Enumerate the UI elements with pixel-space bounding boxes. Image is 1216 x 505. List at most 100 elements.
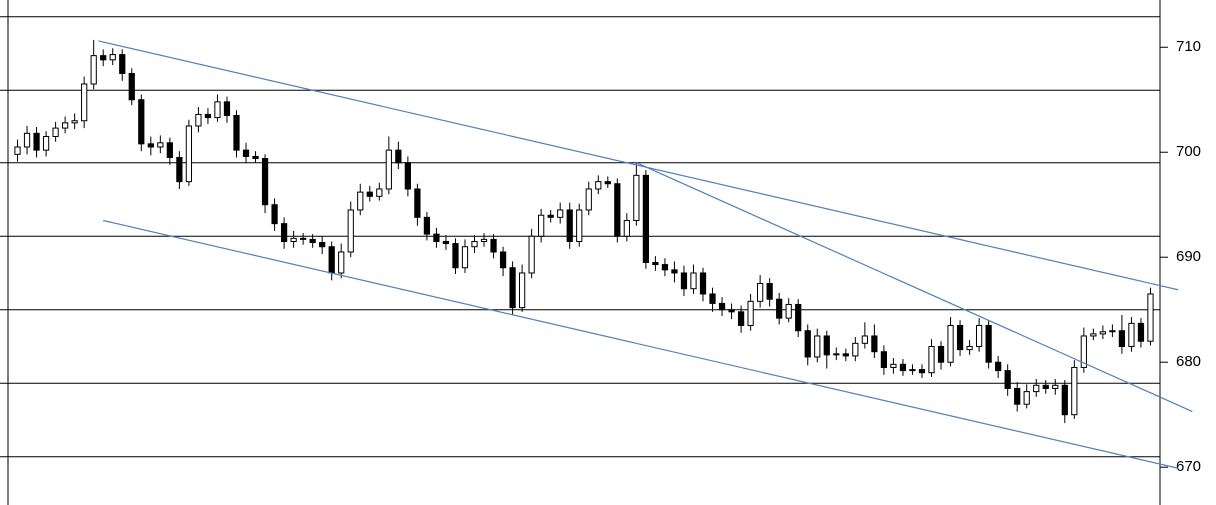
- candle-body: [138, 99, 145, 145]
- candle-body: [461, 246, 469, 269]
- candle-body: [404, 162, 411, 190]
- candle-body: [414, 188, 421, 218]
- candle-body: [185, 125, 193, 183]
- candle-body: [1033, 384, 1040, 393]
- candle-body: [309, 238, 316, 244]
- candle-body: [423, 216, 431, 235]
- candle-body: [1109, 330, 1116, 333]
- candle-body: [81, 83, 88, 122]
- candle-body: [90, 55, 97, 85]
- candle-body: [442, 240, 450, 245]
- candle-body: [671, 269, 678, 274]
- candle-body: [642, 174, 650, 263]
- candle-body: [204, 113, 212, 119]
- candle-body: [737, 311, 745, 326]
- candle-body: [538, 214, 545, 237]
- candle-body: [557, 209, 564, 218]
- candle-body: [661, 264, 669, 271]
- y-tick-label: 680: [1176, 353, 1201, 370]
- candle-body: [166, 142, 173, 158]
- trend-line: [98, 40, 1179, 291]
- candle-body: [833, 353, 840, 356]
- candle-body: [385, 149, 392, 190]
- candle-body: [252, 155, 259, 160]
- candle-body: [699, 272, 707, 295]
- candle-body: [757, 282, 764, 302]
- candle-body: [233, 114, 240, 151]
- candle-body: [909, 369, 916, 372]
- candle-body: [604, 181, 611, 185]
- candle-body: [1023, 391, 1030, 405]
- candle-body: [880, 351, 888, 368]
- candle-body: [947, 324, 954, 363]
- candle-body: [728, 309, 735, 313]
- candle-body: [595, 181, 602, 190]
- candle-body: [795, 303, 802, 332]
- candle-body: [1099, 331, 1106, 335]
- candle-body: [1128, 322, 1135, 347]
- candle-body: [223, 101, 231, 116]
- candle-body: [633, 174, 640, 221]
- candle-body: [271, 204, 278, 225]
- candle-body: [528, 235, 535, 274]
- candle-body: [1090, 333, 1097, 337]
- candle-body: [499, 251, 507, 269]
- candle-body: [776, 298, 783, 319]
- y-tick-label: 710: [1176, 38, 1201, 55]
- candle-body: [576, 209, 583, 242]
- candle-body: [623, 219, 630, 237]
- candle-body: [300, 237, 307, 240]
- candle-body: [147, 143, 154, 148]
- candle-body: [280, 223, 288, 242]
- candle-body: [23, 132, 31, 148]
- candle-body: [975, 324, 983, 347]
- candle-body: [718, 302, 726, 311]
- candle-body: [918, 369, 926, 374]
- candle-body: [157, 142, 164, 148]
- candle-body: [966, 345, 973, 351]
- candle-body: [928, 345, 935, 374]
- candle-body: [785, 303, 792, 319]
- candle-body: [338, 251, 345, 274]
- candle-body: [42, 135, 50, 151]
- candle-body: [1004, 370, 1011, 389]
- candle-body: [319, 242, 326, 248]
- trend-line: [103, 219, 1179, 469]
- candle-body: [347, 209, 354, 253]
- candle-body: [899, 363, 907, 372]
- candle-body: [1061, 384, 1068, 416]
- candle-body: [1137, 322, 1145, 342]
- candle-body: [842, 353, 849, 357]
- candle-body: [480, 238, 488, 242]
- candle-body: [100, 55, 107, 61]
- candle-body: [176, 156, 183, 183]
- candle-body: [52, 127, 59, 137]
- y-tick-label: 670: [1176, 458, 1201, 475]
- candle-body: [1014, 387, 1021, 405]
- candle-body: [614, 183, 621, 237]
- candle-body: [852, 342, 859, 357]
- candle-body: [328, 246, 335, 274]
- candle-body: [261, 158, 269, 206]
- candle-body: [119, 54, 126, 74]
- candle-body: [395, 149, 402, 164]
- y-tick-label: 690: [1176, 248, 1201, 265]
- candle-body: [1118, 330, 1126, 347]
- candle-body: [452, 243, 459, 269]
- candle-body: [804, 330, 811, 358]
- candle-body: [195, 113, 202, 127]
- candle-body: [652, 261, 659, 266]
- candle-body: [814, 335, 821, 358]
- candle-body: [585, 188, 592, 211]
- y-tick-label: 700: [1176, 143, 1201, 160]
- candle-body: [547, 214, 554, 218]
- candle-body: [690, 272, 697, 290]
- candle-body: [1042, 384, 1049, 389]
- candle-body: [1147, 293, 1154, 342]
- candle-body: [956, 324, 964, 351]
- candle-body: [14, 146, 21, 155]
- candle-body: [376, 188, 383, 197]
- candle-body: [566, 209, 573, 242]
- candle-body: [214, 101, 221, 119]
